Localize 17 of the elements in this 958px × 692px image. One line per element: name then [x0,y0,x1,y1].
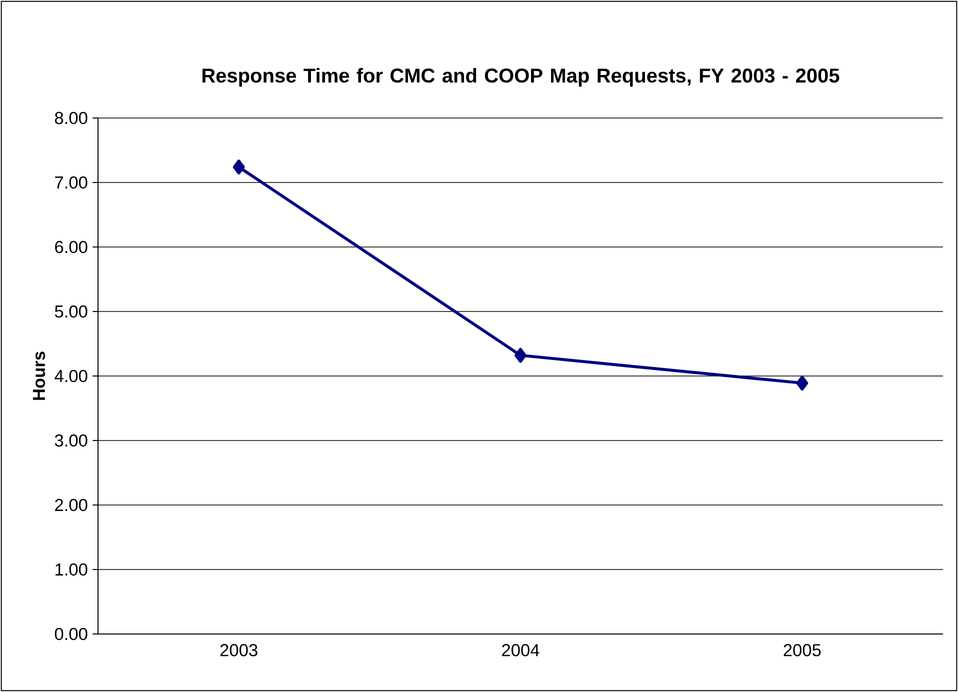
point [514,348,526,363]
x-tick-label: 2004 [502,644,540,656]
y-tick-label: 5.00 [54,305,88,318]
chart-title: Response Time for CMC and COOP Map Requests, FY 2003 - 2005 [202,68,840,87]
y-tick-label: 2.00 [55,498,88,512]
y-tick-label: 3.00 [54,434,88,447]
y-tick-label: 4.00 [54,370,88,382]
y-tick-label: 8.00 [54,112,88,124]
y-tick-label: 7.00 [55,176,88,189]
point [232,160,245,174]
x-tick-label: 2003 [220,644,258,656]
y-axis-title: Hours [32,352,46,400]
y-tick-label: 6.00 [55,240,88,254]
x-tick-label: 2005 [784,644,821,656]
point [796,376,808,391]
y-tick-label: 0.00 [54,628,88,640]
y-tick-label: 1.00 [56,563,88,576]
